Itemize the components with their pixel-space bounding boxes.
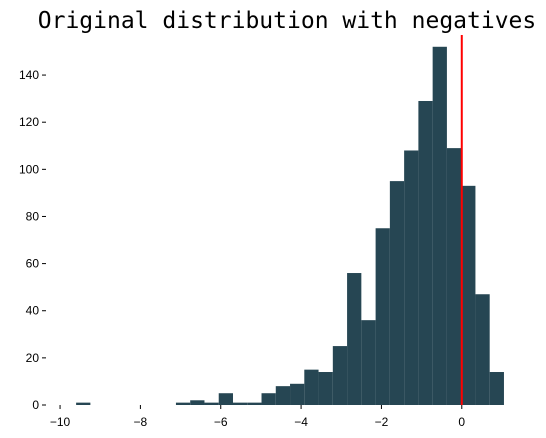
histogram-bar-12	[247, 402, 262, 405]
chart-title: Original distribution with negatives	[38, 8, 537, 34]
histogram-bar-20	[361, 320, 376, 405]
histogram-bar-8	[190, 400, 205, 405]
histogram-bar-7	[175, 402, 191, 405]
y-tick-label: 20	[26, 351, 40, 365]
x-tick-label: −6	[214, 415, 228, 429]
histogram-bar-18	[332, 346, 348, 405]
x-tick-label: −2	[375, 415, 389, 429]
histogram-bar-17	[318, 372, 333, 405]
histogram-bar-16	[304, 369, 319, 405]
histogram-bar-22	[389, 181, 405, 405]
histogram-bar-24	[418, 100, 433, 406]
histogram-bar-11	[232, 402, 248, 405]
y-tick-label: 40	[26, 304, 40, 318]
histogram-bar-9	[204, 402, 219, 405]
x-tick-label: −8	[134, 415, 148, 429]
histogram-bar-28	[475, 294, 490, 405]
histogram-bar-29	[489, 372, 504, 405]
y-tick-label: 0	[32, 398, 39, 412]
y-tick-label: 60	[26, 257, 40, 271]
histogram-bar-27	[461, 185, 476, 405]
histogram-bar-21	[375, 228, 390, 405]
histogram-bar-13	[261, 393, 276, 405]
y-tick-label: 140	[19, 68, 39, 82]
x-axis: −10 −8 −6 −4 −2 0	[50, 405, 465, 429]
histogram-bar-23	[404, 150, 419, 405]
y-tick-label: 100	[19, 162, 39, 176]
histogram-bar-26	[446, 148, 462, 405]
histogram-bar-10	[218, 393, 233, 405]
histogram-bar-25	[432, 46, 447, 405]
histogram-bar-14	[275, 386, 291, 405]
histogram-bar-0	[76, 402, 91, 405]
histogram-bar-15	[290, 383, 305, 405]
x-tick-label: −10	[50, 415, 71, 429]
y-axis: 0 20 40 60 80 100 120 140	[19, 68, 46, 412]
histogram-bars	[76, 46, 504, 406]
histogram-bar-19	[347, 273, 362, 405]
y-tick-label: 120	[19, 115, 39, 129]
x-tick-label: −4	[294, 415, 308, 429]
x-tick-label: 0	[458, 415, 465, 429]
y-tick-label: 80	[26, 209, 40, 223]
